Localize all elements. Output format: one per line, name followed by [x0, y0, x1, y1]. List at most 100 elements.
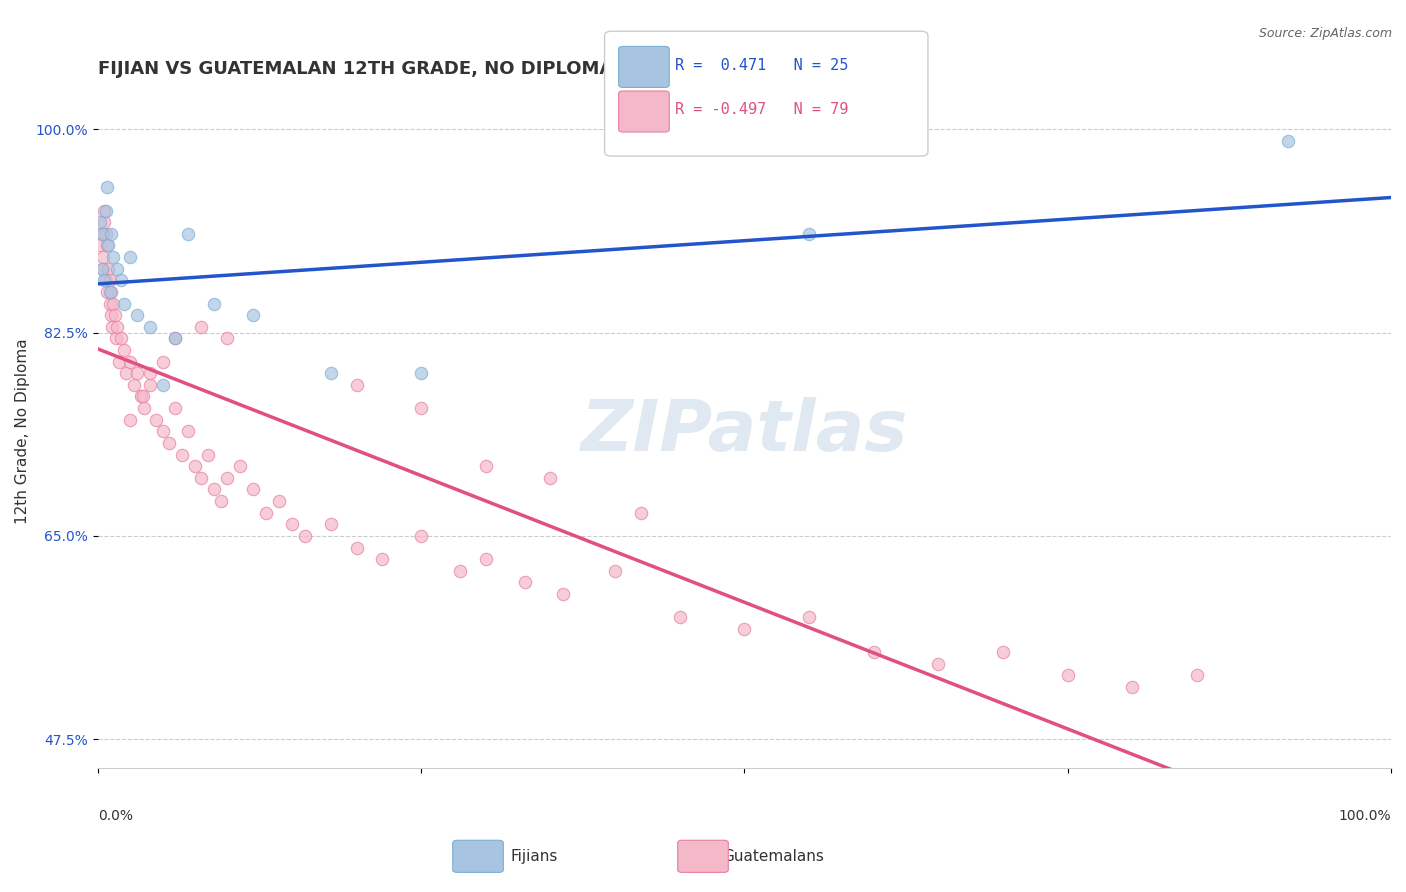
- Guatemalans: [98, 273, 121, 287]
- Text: 0.0%: 0.0%: [98, 809, 134, 822]
- Fijians: [93, 273, 115, 287]
- Guatemalans: [1121, 680, 1143, 694]
- Guatemalans: [93, 215, 115, 229]
- Guatemalans: [475, 459, 498, 474]
- Guatemalans: [100, 308, 122, 322]
- Guatemalans: [145, 413, 167, 427]
- Guatemalans: [138, 377, 160, 392]
- Guatemalans: [91, 250, 114, 264]
- Guatemalans: [371, 552, 394, 566]
- Fijians: [110, 273, 132, 287]
- Text: Source: ZipAtlas.com: Source: ZipAtlas.com: [1258, 27, 1392, 40]
- Guatemalans: [346, 541, 368, 555]
- Guatemalans: [1185, 668, 1208, 682]
- Guatemalans: [96, 238, 118, 252]
- Guatemalans: [254, 506, 277, 520]
- Guatemalans: [294, 529, 316, 543]
- Guatemalans: [104, 308, 127, 322]
- Guatemalans: [91, 261, 114, 276]
- Guatemalans: [112, 343, 135, 357]
- Guatemalans: [94, 227, 117, 241]
- Guatemalans: [134, 401, 156, 416]
- Guatemalans: [165, 331, 187, 345]
- Fijians: [89, 215, 111, 229]
- Fijians: [125, 308, 148, 322]
- Guatemalans: [605, 564, 627, 578]
- Guatemalans: [97, 261, 120, 276]
- Guatemalans: [170, 448, 193, 462]
- Y-axis label: 12th Grade, No Diploma: 12th Grade, No Diploma: [15, 339, 30, 524]
- Guatemalans: [190, 319, 212, 334]
- Guatemalans: [202, 483, 225, 497]
- Guatemalans: [110, 331, 132, 345]
- Guatemalans: [927, 657, 949, 671]
- Guatemalans: [157, 436, 180, 450]
- Text: ZIPatlas: ZIPatlas: [581, 397, 908, 466]
- Guatemalans: [553, 587, 575, 601]
- Fijians: [96, 180, 118, 194]
- Guatemalans: [190, 471, 212, 485]
- Guatemalans: [152, 354, 174, 368]
- Guatemalans: [89, 238, 111, 252]
- Text: R =  0.471   N = 25: R = 0.471 N = 25: [675, 58, 848, 72]
- Guatemalans: [1056, 668, 1078, 682]
- Guatemalans: [120, 413, 142, 427]
- Guatemalans: [797, 610, 820, 624]
- Guatemalans: [94, 273, 117, 287]
- Guatemalans: [132, 390, 155, 404]
- Guatemalans: [630, 506, 652, 520]
- Guatemalans: [513, 575, 536, 590]
- Fijians: [177, 227, 200, 241]
- Guatemalans: [105, 331, 128, 345]
- Guatemalans: [177, 425, 200, 439]
- Guatemalans: [96, 285, 118, 299]
- Fijians: [319, 366, 342, 380]
- Guatemalans: [733, 622, 755, 636]
- Guatemalans: [93, 203, 115, 218]
- Guatemalans: [103, 296, 125, 310]
- Fijians: [112, 296, 135, 310]
- Fijians: [1277, 134, 1299, 148]
- Guatemalans: [229, 459, 252, 474]
- Text: R = -0.497   N = 79: R = -0.497 N = 79: [675, 103, 848, 117]
- Fijians: [202, 296, 225, 310]
- Fijians: [120, 250, 142, 264]
- Guatemalans: [411, 529, 433, 543]
- Fijians: [98, 285, 121, 299]
- Text: Fijians: Fijians: [510, 849, 558, 863]
- Guatemalans: [90, 227, 112, 241]
- Text: 100.0%: 100.0%: [1339, 809, 1391, 822]
- Guatemalans: [267, 494, 290, 508]
- Guatemalans: [281, 517, 304, 532]
- Guatemalans: [101, 319, 124, 334]
- Guatemalans: [668, 610, 690, 624]
- Guatemalans: [125, 366, 148, 380]
- Fijians: [138, 319, 160, 334]
- Guatemalans: [991, 645, 1014, 659]
- Guatemalans: [217, 331, 239, 345]
- Guatemalans: [449, 564, 471, 578]
- Fijians: [90, 261, 112, 276]
- Guatemalans: [217, 471, 239, 485]
- Guatemalans: [209, 494, 232, 508]
- Guatemalans: [115, 366, 138, 380]
- Fijians: [152, 377, 174, 392]
- Guatemalans: [129, 390, 152, 404]
- Guatemalans: [540, 471, 562, 485]
- Guatemalans: [475, 552, 498, 566]
- Guatemalans: [184, 459, 207, 474]
- Fijians: [105, 261, 128, 276]
- Fijians: [97, 238, 120, 252]
- Fijians: [100, 227, 122, 241]
- Text: FIJIAN VS GUATEMALAN 12TH GRADE, NO DIPLOMA CORRELATION CHART: FIJIAN VS GUATEMALAN 12TH GRADE, NO DIPL…: [98, 60, 835, 78]
- Guatemalans: [107, 354, 129, 368]
- Guatemalans: [152, 425, 174, 439]
- Guatemalans: [346, 377, 368, 392]
- Fijians: [242, 308, 264, 322]
- Guatemalans: [105, 319, 128, 334]
- Guatemalans: [122, 377, 145, 392]
- Guatemalans: [862, 645, 884, 659]
- Guatemalans: [411, 401, 433, 416]
- Guatemalans: [120, 354, 142, 368]
- Guatemalans: [242, 483, 264, 497]
